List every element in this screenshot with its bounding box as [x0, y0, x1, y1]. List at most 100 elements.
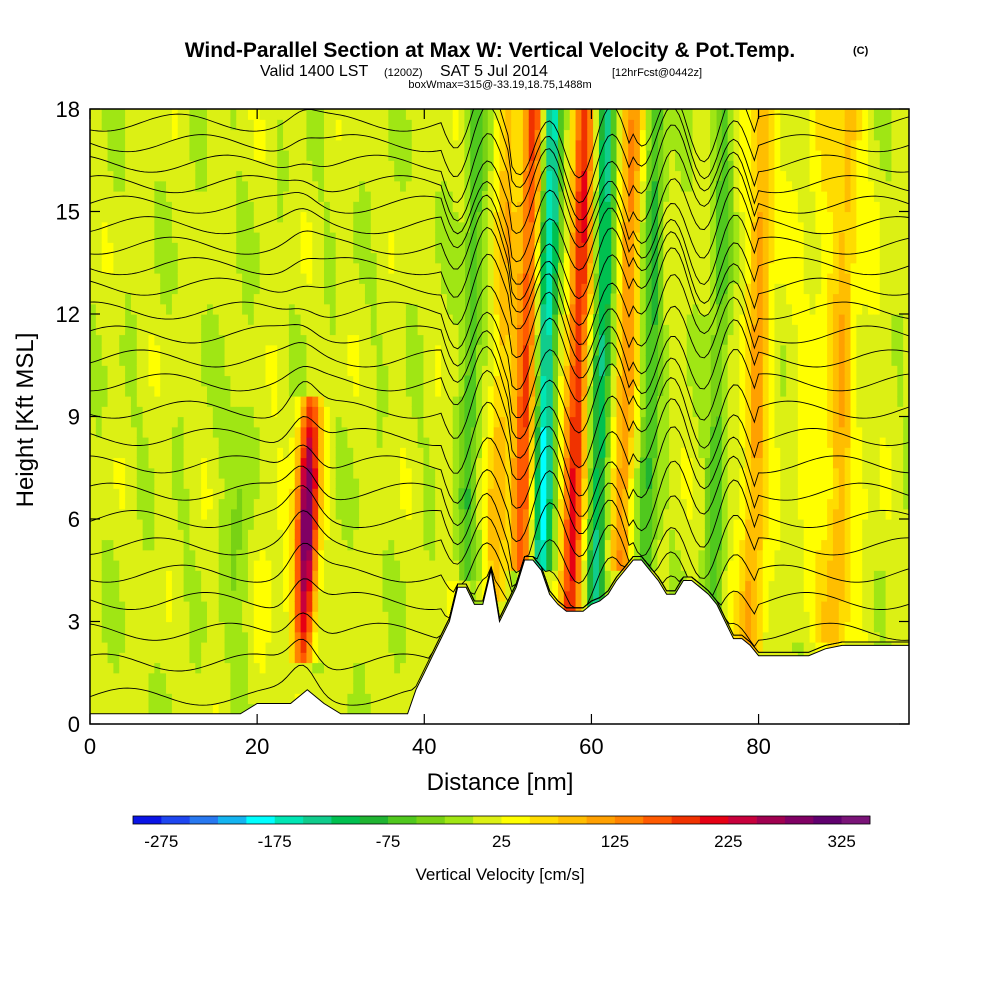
velocity-cell: [429, 447, 436, 459]
velocity-cell: [119, 324, 126, 336]
velocity-cell: [230, 324, 237, 336]
velocity-cell: [458, 170, 465, 182]
velocity-cell: [517, 457, 524, 469]
velocity-cell: [95, 211, 103, 223]
velocity-cell: [183, 693, 191, 705]
velocity-cell: [575, 262, 582, 274]
velocity-cell: [411, 488, 419, 500]
velocity-cell: [271, 109, 278, 120]
velocity-cell: [171, 549, 179, 561]
velocity-cell: [546, 467, 553, 479]
velocity-cell: [294, 191, 302, 202]
velocity-cell: [236, 180, 243, 192]
velocity-cell: [411, 611, 419, 623]
velocity-cell: [107, 467, 114, 479]
velocity-cell: [517, 293, 524, 305]
velocity-cell: [90, 344, 97, 356]
velocity-cell: [207, 590, 214, 602]
velocity-cell: [101, 375, 109, 387]
velocity-cell: [247, 611, 255, 623]
velocity-cell: [218, 498, 226, 510]
velocity-cell: [300, 478, 308, 489]
velocity-cell: [481, 580, 489, 592]
velocity-cell: [511, 375, 518, 387]
velocity-cell: [95, 519, 103, 530]
velocity-cell: [417, 406, 425, 418]
velocity-cell: [306, 437, 313, 448]
velocity-cell: [376, 457, 384, 469]
velocity-cell: [353, 303, 360, 315]
velocity-cell: [142, 396, 150, 407]
velocity-cell: [446, 498, 454, 510]
velocity-cell: [487, 385, 495, 397]
velocity-cell: [581, 478, 588, 489]
velocity-cell: [388, 580, 395, 592]
velocity-cell: [353, 693, 360, 705]
velocity-cell: [347, 324, 354, 336]
velocity-cell: [370, 529, 378, 541]
velocity-cell: [207, 662, 214, 674]
velocity-cell: [95, 426, 103, 438]
velocity-cell: [318, 191, 325, 202]
velocity-cell: [283, 570, 290, 582]
velocity-cell: [101, 703, 109, 715]
velocity-cell: [247, 109, 255, 120]
velocity-cell: [201, 529, 208, 541]
velocity-cell: [458, 293, 465, 305]
velocity-cell: [230, 201, 237, 213]
velocity-cell: [183, 447, 191, 459]
velocity-cell: [183, 631, 191, 643]
velocity-cell: [95, 303, 103, 315]
velocity-cell: [142, 334, 150, 346]
velocity-cell: [288, 611, 296, 623]
velocity-cell: [253, 160, 261, 172]
velocity-cell: [435, 303, 442, 315]
velocity-cell: [353, 529, 360, 541]
velocity-cell: [271, 467, 278, 479]
velocity-cell: [429, 150, 436, 161]
velocity-cell: [265, 170, 272, 182]
velocity-cell: [166, 324, 173, 336]
velocity-cell: [464, 385, 471, 397]
velocity-cell: [370, 191, 378, 202]
velocity-cell: [90, 580, 97, 592]
velocity-cell: [125, 570, 132, 582]
velocity-cell: [499, 570, 506, 582]
velocity-cell: [195, 283, 202, 295]
velocity-cell: [411, 385, 419, 397]
velocity-cell: [189, 529, 196, 541]
velocity-cell: [464, 160, 471, 172]
velocity-cell: [242, 662, 249, 674]
velocity-cell: [119, 262, 126, 274]
velocity-cell: [394, 252, 401, 264]
velocity-cell: [546, 211, 553, 223]
velocity-cell: [563, 334, 571, 346]
velocity-cell: [347, 293, 354, 305]
velocity-cell: [534, 232, 542, 243]
velocity-cell: [113, 601, 120, 612]
velocity-cell: [218, 478, 226, 489]
velocity-cell: [452, 191, 460, 202]
velocity-cell: [195, 160, 202, 172]
velocity-cell: [335, 642, 343, 653]
velocity-cell: [294, 447, 302, 459]
velocity-cell: [505, 109, 512, 120]
velocity-cell: [236, 375, 243, 387]
velocity-cell: [154, 488, 161, 500]
velocity-cell: [283, 344, 290, 356]
velocity-cell: [581, 252, 588, 264]
velocity-cell: [528, 406, 536, 418]
velocity-cell: [394, 160, 401, 172]
velocity-cell: [160, 416, 167, 428]
velocity-cell: [95, 119, 103, 131]
velocity-cell: [195, 242, 202, 254]
velocity-cell: [242, 560, 249, 571]
velocity-cell: [300, 232, 308, 243]
velocity-cell: [177, 160, 185, 172]
velocity-cell: [382, 283, 389, 295]
velocity-cell: [499, 406, 506, 418]
velocity-cell: [411, 508, 419, 520]
velocity-cell: [324, 478, 331, 489]
velocity-cell: [558, 160, 565, 172]
velocity-cell: [511, 324, 518, 336]
